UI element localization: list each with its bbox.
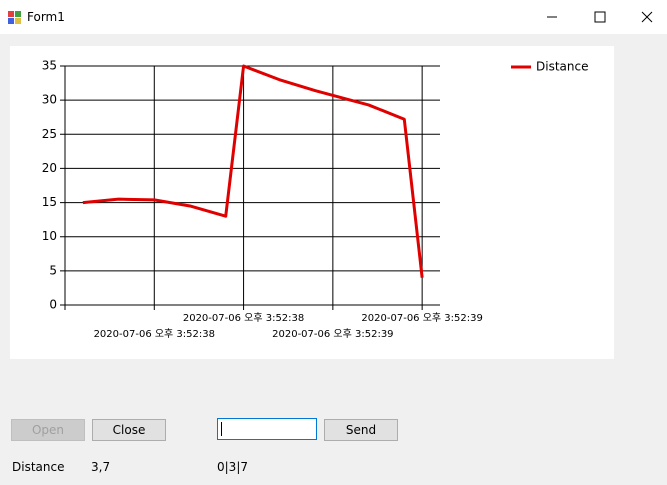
title-bar: Form1 bbox=[0, 0, 667, 34]
chart: 0 5 10 15 20 25 30 35 2020-07-06 오후 3:52:38 2020-… bbox=[10, 46, 614, 359]
data-line bbox=[82, 64, 424, 278]
x-tick-label: 2020-07-06 오후 3:52:38 bbox=[183, 312, 304, 324]
y-tick-label: 5 bbox=[49, 263, 57, 277]
raw-value: 0|3|7 bbox=[217, 460, 248, 474]
y-tick-label: 20 bbox=[42, 161, 57, 175]
y-tick-label: 0 bbox=[49, 298, 57, 312]
y-tick-label: 25 bbox=[42, 127, 57, 141]
text-input[interactable] bbox=[217, 418, 317, 440]
y-tick-label: 10 bbox=[42, 229, 57, 243]
x-tick-label: 2020-07-06 오후 3:52:38 bbox=[94, 328, 215, 340]
app-icon bbox=[8, 11, 21, 24]
y-tick-label: 15 bbox=[42, 195, 57, 209]
open-button[interactable]: Open bbox=[11, 419, 85, 441]
y-tick-label: 35 bbox=[42, 59, 57, 73]
close-button[interactable]: Close bbox=[92, 419, 166, 441]
window-title: Form1 bbox=[27, 10, 65, 24]
distance-label: Distance bbox=[12, 460, 65, 474]
y-tick-label: 30 bbox=[42, 93, 57, 107]
x-tick-label: 2020-07-06 오후 3:52:39 bbox=[361, 312, 482, 324]
distance-value: 3,7 bbox=[91, 460, 111, 474]
caret bbox=[221, 422, 222, 436]
x-tick-label: 2020-07-06 오후 3:52:39 bbox=[272, 328, 393, 340]
window-buttons[interactable] bbox=[527, 0, 667, 34]
send-button[interactable]: Send bbox=[324, 419, 398, 441]
legend-label: Distance bbox=[536, 60, 588, 74]
